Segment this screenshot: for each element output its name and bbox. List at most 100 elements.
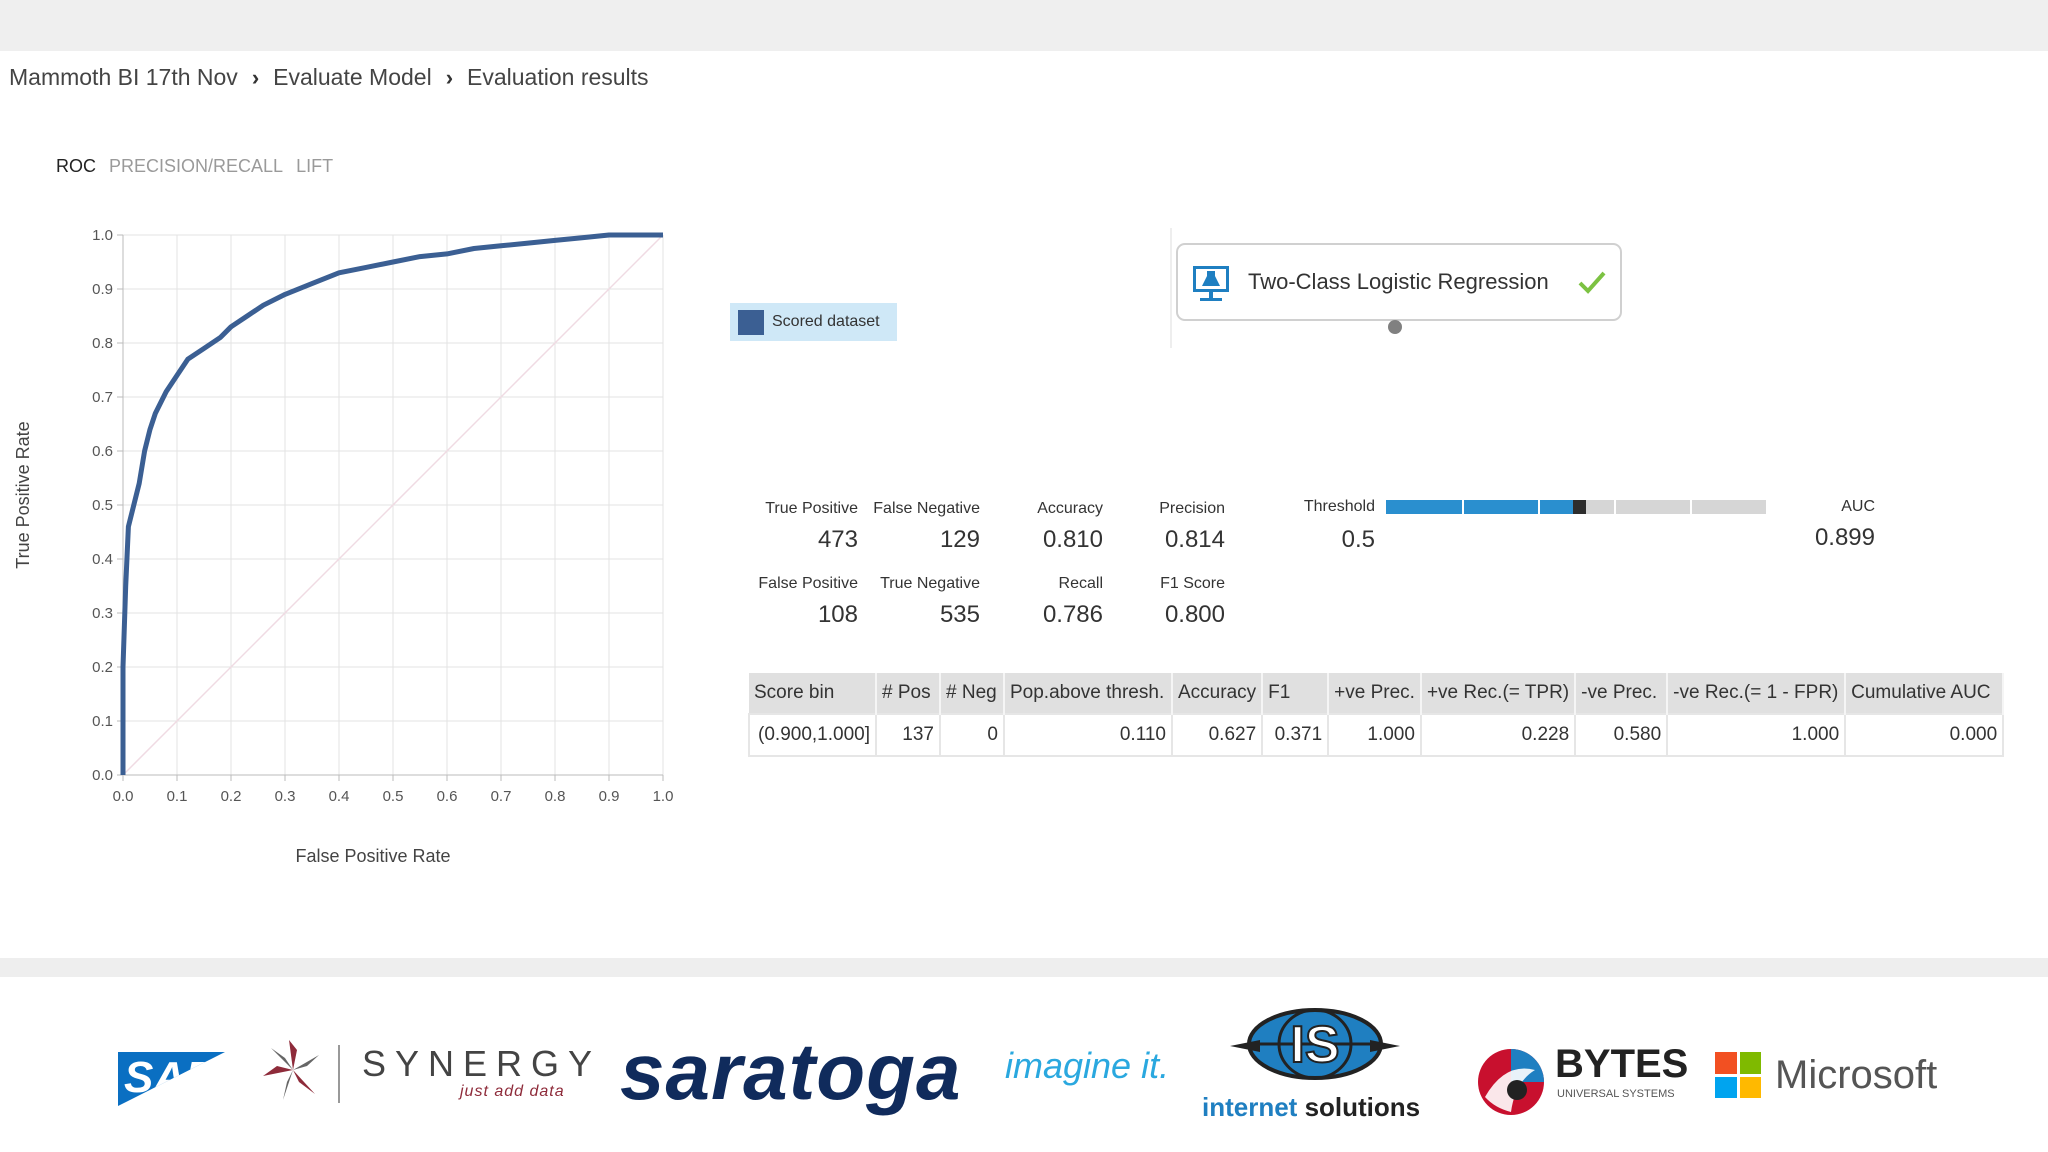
chevron-right-icon: › (251, 64, 260, 90)
column-header: -ve Rec.(= 1 - FPR) (1667, 673, 1847, 714)
roc-chart: 0.0 0.1 0.2 0.3 0.4 0.5 0.6 0.7 0.8 0.9 1.0 0.0 0.1 0… (13, 227, 673, 866)
internet-solutions-logo: IS internet solutions (1200, 1002, 1435, 1132)
tab-precision-recall[interactable]: PRECISION/RECALL (109, 156, 284, 176)
table-cell: 0.627 (1170, 713, 1264, 757)
metric-value: 535 (939, 601, 980, 628)
module-title: Two-Class Logistic Regression (1248, 269, 1549, 294)
flask-monitor-icon (1193, 266, 1229, 301)
slider-fill (1386, 500, 1576, 514)
x-tick-label: 0.6 (437, 788, 458, 805)
metric-true-positive: True Positive 473 (728, 500, 858, 554)
metric-value: 0.814 (1164, 526, 1225, 553)
y-tick-label: 0.7 (92, 389, 113, 406)
bytes-wordmark: BYTES (1555, 1042, 1689, 1086)
y-tick-label: 0.9 (92, 281, 113, 298)
microsoft-square (1715, 1076, 1737, 1098)
y-tick-label: 0.1 (92, 713, 113, 730)
check-icon (1578, 271, 1606, 294)
is-mark: IS (1290, 1016, 1339, 1074)
x-tick-label: 0.1 (167, 788, 188, 805)
microsoft-square (1739, 1076, 1761, 1098)
column-header: # Pos (876, 673, 941, 714)
metric-true-negative: True Negative 535 (850, 575, 980, 629)
column-header: Pop.above thresh. (1004, 673, 1173, 714)
microsoft-logo: Microsoft (1715, 1052, 1937, 1098)
table-cell: 137 (875, 713, 941, 757)
table-header-row: Score bin # Pos # Neg Pop.above thresh. … (749, 673, 2005, 714)
module-node[interactable]: Two-Class Logistic Regression (1176, 243, 1622, 334)
breadcrumb-item-experiment[interactable]: Mammoth BI 17th Nov (9, 64, 238, 90)
x-axis-label: False Positive Rate (295, 846, 450, 866)
bottom-divider-bar (0, 958, 2048, 977)
threshold-value: 0.5 (1341, 526, 1375, 553)
metric-label: F1 Score (1160, 575, 1225, 592)
table-cell: 0.110 (1003, 713, 1173, 757)
x-tick-label: 0.8 (545, 788, 566, 805)
x-tick-label: 0.0 (113, 788, 134, 805)
is-word-solutions: solutions (1304, 1092, 1421, 1122)
is-word-internet: internet (1202, 1092, 1298, 1122)
bytes-subtitle: UNIVERSAL SYSTEMS (1557, 1088, 1675, 1100)
is-wordmark: internet solutions (1202, 1092, 1420, 1123)
table-cell: (0.900,1.000] (748, 713, 877, 757)
metric-value: 129 (939, 526, 980, 553)
chart-tabs: ROC PRECISION/RECALL LIFT (56, 156, 333, 177)
tab-lift[interactable]: LIFT (296, 156, 334, 176)
metric-value: 0.800 (1164, 601, 1225, 628)
x-tick-label: 0.4 (329, 788, 350, 805)
tab-roc[interactable]: ROC (56, 156, 96, 176)
breadcrumb-item-module[interactable]: Evaluate Model (273, 64, 432, 90)
microsoft-grid-icon (1715, 1052, 1761, 1098)
is-globe-icon: IS (1230, 1008, 1400, 1080)
random-baseline (122, 234, 664, 776)
metric-recall: Recall 0.786 (973, 575, 1103, 629)
slider-thumb[interactable] (1573, 500, 1586, 514)
metric-label: True Negative (880, 575, 980, 592)
saratoga-logo: saratoga (620, 1027, 962, 1116)
y-tick-label: 1.0 (92, 227, 113, 244)
microsoft-square (1715, 1052, 1737, 1074)
y-tick-label: 0.0 (92, 767, 113, 784)
metric-false-positive: False Positive 108 (728, 575, 858, 629)
x-tick-label: 0.9 (599, 788, 620, 805)
sap-logo: SAP (118, 1052, 225, 1106)
table-cell: 1.000 (1666, 713, 1847, 757)
slider-tick (1614, 500, 1616, 514)
divider (1170, 228, 1172, 348)
y-axis-label: True Positive Rate (13, 421, 33, 568)
x-tick-label: 0.3 (275, 788, 296, 805)
chart-legend[interactable]: Scored dataset (730, 303, 897, 341)
divider (338, 1045, 340, 1103)
metric-accuracy: Accuracy 0.810 (973, 500, 1103, 554)
metric-label: False Negative (873, 500, 980, 517)
output-port[interactable] (1388, 320, 1402, 334)
metric-label: True Positive (765, 500, 858, 517)
x-tick-label: 0.2 (221, 788, 242, 805)
metric-value: 473 (817, 526, 858, 553)
table-cell: 0.371 (1261, 713, 1330, 757)
metric-precision: Precision 0.814 (1095, 500, 1225, 554)
microsoft-square (1739, 1052, 1761, 1074)
metric-f1-score: F1 Score 0.800 (1095, 575, 1225, 629)
column-header: Accuracy (1172, 673, 1264, 714)
slider-tick (1538, 500, 1540, 514)
column-header: Cumulative AUC (1845, 673, 2005, 714)
y-tick-label: 0.6 (92, 443, 113, 460)
slider-tick (1462, 500, 1464, 514)
table-cell: 0.580 (1574, 713, 1669, 757)
chevron-right-icon: › (445, 64, 454, 90)
x-tick-label: 0.7 (491, 788, 512, 805)
top-bar (0, 0, 2048, 51)
table-cell: 0.000 (1844, 713, 2005, 757)
column-header: +ve Rec.(= TPR) (1420, 673, 1577, 714)
y-tick-label: 0.5 (92, 497, 113, 514)
slider-tick (1690, 500, 1692, 514)
imagine-it-slogan: imagine it. (1005, 1045, 1170, 1086)
breadcrumb-item-current: Evaluation results (467, 64, 649, 90)
roc-curve (120, 232, 663, 775)
table-cell: 1.000 (1327, 713, 1422, 757)
table-row: (0.900,1.000] 137 0 0.110 0.627 0.371 1.… (748, 713, 2005, 757)
threshold-slider[interactable] (1386, 500, 1766, 514)
bytes-logo: BYTES UNIVERSAL SYSTEMS (1475, 1042, 1689, 1122)
y-tick-label: 0.2 (92, 659, 113, 676)
